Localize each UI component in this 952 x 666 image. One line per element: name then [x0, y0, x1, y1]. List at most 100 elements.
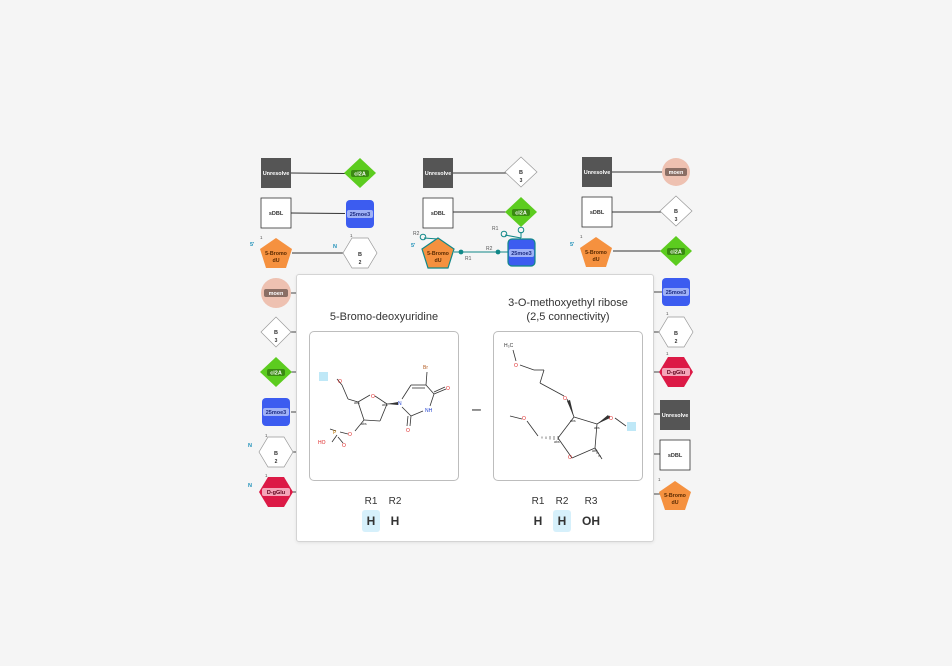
- monomer-unresolved[interactable]: Unresolve: [423, 158, 453, 188]
- svg-text:dU: dU: [671, 500, 678, 506]
- atom-o: O: [342, 443, 346, 449]
- atom-o: O: [522, 416, 526, 422]
- monomer-moen[interactable]: moen: [261, 278, 291, 308]
- right-r3-header: R3: [584, 496, 598, 507]
- atom-o: O: [338, 379, 342, 385]
- svg-text:cl2A: cl2A: [515, 211, 527, 217]
- monomer-unresolved[interactable]: Unresolve: [582, 157, 612, 187]
- monomer-sdbl[interactable]: sDBL: [581, 196, 613, 228]
- n-label: N: [248, 483, 252, 489]
- monomer-sdbl[interactable]: sDBL: [659, 439, 691, 471]
- atom-br: Br: [423, 365, 428, 371]
- left-structure-svg: O O O P HO O N NH O O Br abs abs abs: [318, 365, 450, 449]
- atom-nh: NH: [425, 408, 433, 414]
- stereo-abs: abs: [594, 426, 600, 430]
- svg-text:B: B: [674, 209, 678, 215]
- attachment-point[interactable]: [458, 249, 464, 255]
- svg-text:Unresolve: Unresolve: [263, 171, 290, 177]
- monomer-5-bromo-du[interactable]: 5-Bromo dU: [580, 237, 612, 267]
- svg-text:Unresolve: Unresolve: [584, 170, 611, 176]
- left-monomer-title: 5-Bromo-deoxyuridine: [329, 311, 439, 323]
- monomer-base-b2[interactable]: B 2: [658, 316, 694, 348]
- monomer-25moe3-selected[interactable]: 25moe3: [507, 238, 536, 267]
- attachment-rgroup-marker: [627, 422, 636, 431]
- atom-o: O: [563, 396, 567, 402]
- stereo-abs: abs: [354, 401, 360, 405]
- attachment-point[interactable]: [495, 249, 501, 255]
- monomer-25moe3[interactable]: 25moe3: [346, 200, 374, 228]
- n-label: N: [333, 244, 337, 250]
- svg-text:B: B: [358, 252, 362, 258]
- monomer-unresolved[interactable]: Unresolve: [660, 400, 690, 430]
- monomer-cl2a[interactable]: cl2A: [344, 158, 376, 188]
- svg-text:B: B: [274, 330, 278, 336]
- five-prime-label: 5': [570, 242, 575, 248]
- svg-text:moen: moen: [269, 291, 284, 297]
- atom-o: O: [609, 416, 613, 422]
- right-title-line1: 3-O-methoxyethyl ribose: [508, 297, 628, 309]
- five-prime-label: 5': [250, 242, 255, 248]
- svg-text:dU: dU: [434, 258, 441, 264]
- svg-text:3: 3: [520, 178, 523, 184]
- attach-number: 1: [658, 477, 661, 482]
- monomer-d-gglu[interactable]: D-gGlu: [659, 357, 693, 387]
- monomer-5-bromo-du[interactable]: 5-Bromo dU: [260, 238, 292, 268]
- atom-o: O: [406, 428, 410, 434]
- attach-number: 1: [666, 311, 669, 316]
- atom-o: O: [446, 386, 450, 392]
- atom-o: O: [348, 432, 352, 438]
- monomer-25moe3[interactable]: 25moe3: [662, 278, 690, 306]
- monomer-sdbl[interactable]: sDBL: [260, 197, 292, 229]
- svg-text:sDBL: sDBL: [668, 453, 683, 459]
- attach-number: 1: [265, 473, 268, 478]
- svg-text:moen: moen: [669, 170, 684, 176]
- svg-text:dU: dU: [272, 258, 279, 264]
- svg-text:3: 3: [275, 338, 278, 344]
- left-structure-box: O O O P HO O N NH O O Br abs abs abs: [309, 331, 459, 481]
- n-label: N: [248, 443, 252, 449]
- monomer-d-gglu[interactable]: D-gGlu: [259, 477, 293, 507]
- monomer-unresolved[interactable]: Unresolve: [261, 158, 291, 188]
- svg-text:2: 2: [359, 260, 362, 266]
- svg-text:cl2A: cl2A: [270, 371, 282, 377]
- monomer-base-b3[interactable]: B 3: [504, 156, 538, 188]
- r2-label: R2: [413, 231, 420, 237]
- atom-o: O: [514, 363, 518, 369]
- svg-text:3: 3: [675, 217, 678, 223]
- svg-text:sDBL: sDBL: [590, 210, 605, 216]
- monomer-base-b2[interactable]: B 2: [258, 436, 294, 468]
- left-r1-header: R1: [364, 496, 378, 507]
- monomer-cl2a[interactable]: cl2A: [660, 236, 692, 266]
- stereo-abs: abs: [382, 403, 388, 407]
- monomer-5-bromo-du-selected[interactable]: 5-Bromo dU: [421, 237, 455, 269]
- svg-text:25moe3: 25moe3: [511, 251, 532, 257]
- svg-text:25moe3: 25moe3: [350, 212, 371, 218]
- r1-label: R1: [492, 226, 499, 232]
- atom-h3c: H₃C: [504, 343, 514, 349]
- monomer-base-b3[interactable]: B 3: [659, 195, 693, 227]
- monomer-base-b3[interactable]: B 3: [260, 316, 292, 348]
- svg-text:B: B: [519, 170, 523, 176]
- monomer-25moe3[interactable]: 25moe3: [262, 398, 290, 426]
- svg-text:2: 2: [675, 339, 678, 345]
- right-r1-header: R1: [531, 496, 545, 507]
- right-r3-value: OH: [582, 514, 600, 528]
- left-r2-header: R2: [388, 496, 402, 507]
- svg-text:Unresolve: Unresolve: [662, 413, 689, 419]
- right-title-line2: (2,5 connectivity): [526, 311, 610, 323]
- monomer-5-bromo-du[interactable]: 5-Bromo dU: [659, 481, 691, 510]
- stereo-abs: abs: [570, 419, 576, 423]
- svg-text:D-gGlu: D-gGlu: [267, 490, 285, 496]
- monomer-sdbl[interactable]: sDBL: [422, 197, 454, 229]
- svg-text:sDBL: sDBL: [269, 211, 284, 217]
- attach-number: 1: [260, 235, 263, 240]
- svg-text:Unresolve: Unresolve: [425, 171, 452, 177]
- svg-text:5-Bromo: 5-Bromo: [265, 251, 288, 257]
- monomer-cl2a-selected[interactable]: cl2A: [505, 197, 537, 227]
- monomer-base-b2[interactable]: B 2: [342, 237, 378, 269]
- svg-text:D-gGlu: D-gGlu: [667, 370, 685, 376]
- svg-text:cl2A: cl2A: [354, 172, 366, 178]
- monomer-moen[interactable]: moen: [662, 158, 690, 186]
- monomer-cl2a[interactable]: cl2A: [260, 357, 292, 387]
